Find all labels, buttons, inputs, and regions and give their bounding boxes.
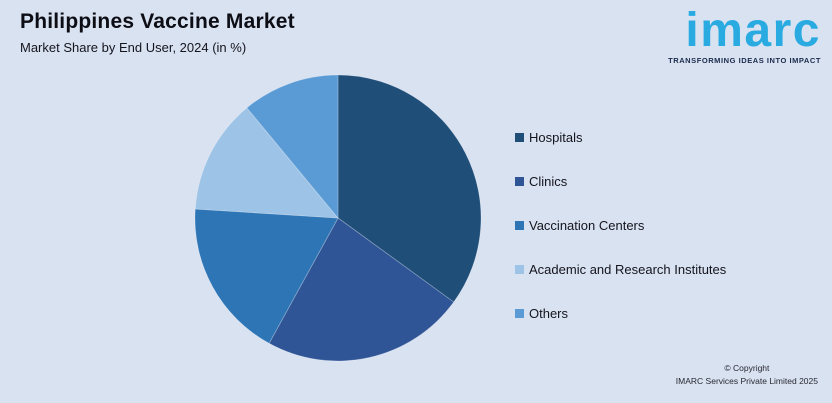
- pie-chart-svg: [194, 74, 482, 362]
- legend-marker: [515, 132, 524, 142]
- legend-label: Clinics: [529, 173, 568, 189]
- legend-item: Academic and Research Institutes: [515, 261, 726, 277]
- legend-item: Clinics: [515, 173, 726, 189]
- legend-item: Others: [515, 305, 726, 321]
- imarc-logo-wordmark: imarc: [685, 4, 821, 57]
- chart-legend: Hospitals Clinics Vaccination Centers Acade…: [515, 129, 726, 321]
- header: Philippines Vaccine Market Market Share …: [20, 9, 295, 55]
- legend-marker: [515, 220, 524, 230]
- imarc-logo-tagline: TRANSFORMING IDEAS INTO IMPACT: [668, 56, 821, 66]
- legend-marker: [515, 308, 524, 318]
- pie-slice-clinics: [268, 217, 455, 362]
- legend-item: Hospitals: [515, 129, 726, 145]
- pie-chart: [188, 68, 488, 368]
- page-subtitle: Market Share by End User, 2024 (in %): [20, 40, 247, 56]
- pie-slice-academic-and-research-institutes: [194, 107, 339, 219]
- legend-label: Vaccination Centers: [529, 217, 645, 233]
- legend-item: Vaccination Centers: [515, 217, 726, 233]
- legend-marker: [515, 264, 524, 274]
- legend-label: Others: [529, 305, 569, 321]
- copyright-notice: © Copyright IMARC Services Private Limit…: [676, 362, 818, 388]
- copyright-line2: IMARC Services Private Limited 2025: [675, 375, 818, 386]
- pie-slice-others: [246, 74, 339, 220]
- pie-slice-hospitals: [337, 74, 482, 303]
- legend-label: Hospitals: [529, 129, 583, 145]
- legend-marker: [515, 176, 524, 186]
- imarc-logo: imarc TRANSFORMING IDEAS INTO IMPACT: [668, 4, 821, 66]
- pie-slice-vaccination-centers: [194, 208, 339, 344]
- copyright-line1: © Copyright: [724, 362, 770, 373]
- page-title: Philippines Vaccine Market: [20, 10, 295, 33]
- legend-label: Academic and Research Institutes: [529, 261, 727, 277]
